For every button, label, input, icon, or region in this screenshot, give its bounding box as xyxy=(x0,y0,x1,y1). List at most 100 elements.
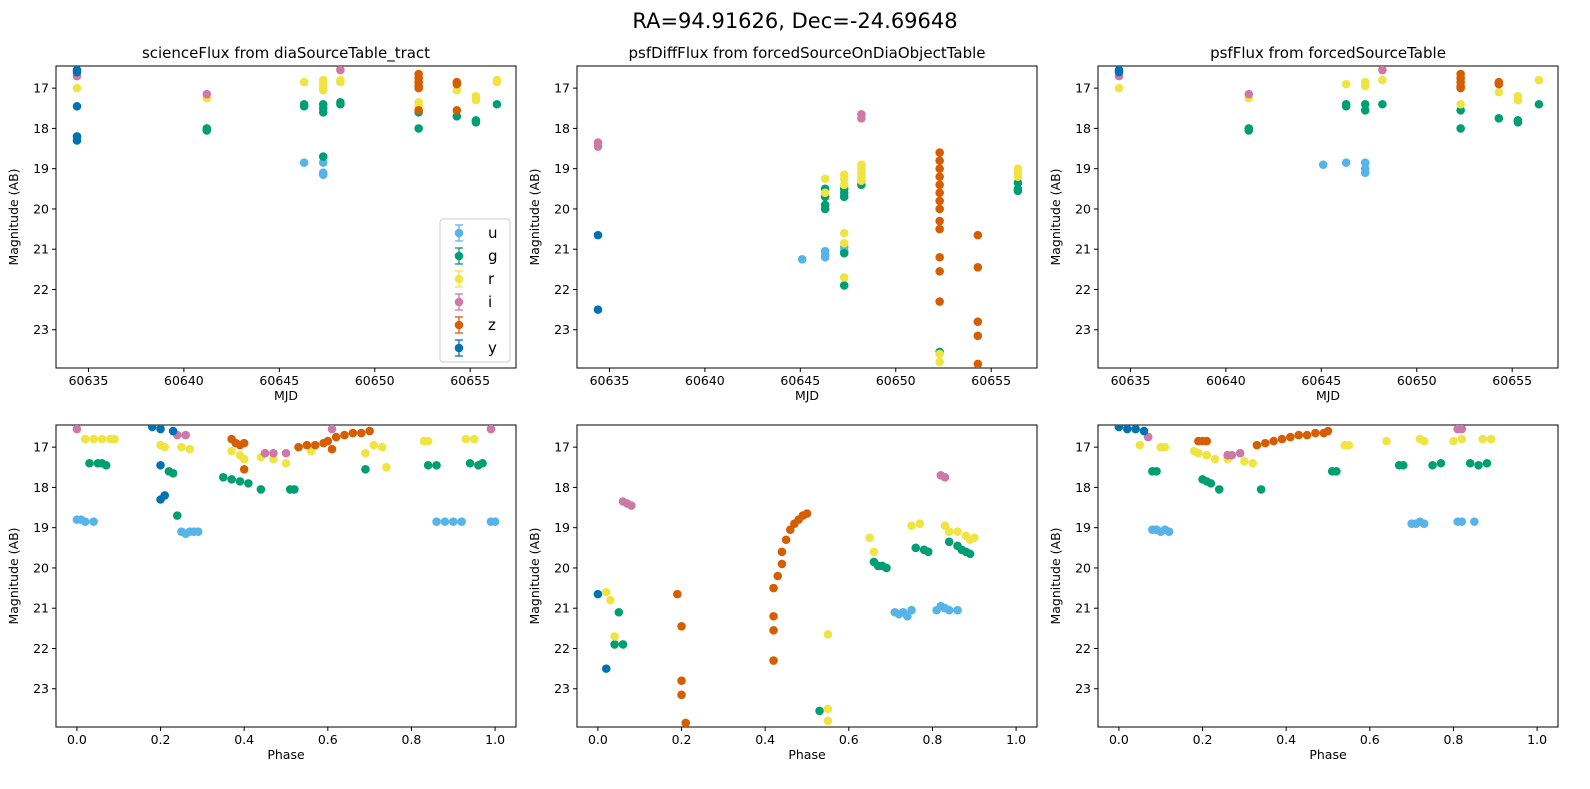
x-tick-label: 60655 xyxy=(971,373,1011,388)
data-point-u xyxy=(1360,158,1370,167)
data-point-z xyxy=(323,436,333,446)
data-point-r xyxy=(1456,99,1465,109)
legend-entry-z: z xyxy=(454,316,496,334)
data-point-g xyxy=(1256,485,1266,494)
data-point-r xyxy=(1114,83,1124,93)
data-point-g xyxy=(318,152,328,161)
data-point-g xyxy=(1436,458,1446,468)
data-point-i xyxy=(336,66,345,75)
data-point-z xyxy=(935,216,944,226)
data-point-i xyxy=(593,142,603,151)
x-tick-label: 0.6 xyxy=(839,732,859,747)
data-point-z xyxy=(769,611,778,621)
data-point-u xyxy=(944,605,954,615)
data-point-g xyxy=(336,99,345,109)
data-point-r xyxy=(839,174,849,184)
data-point-g xyxy=(1465,458,1475,468)
data-point-r xyxy=(89,434,98,444)
series-u xyxy=(72,515,500,539)
data-point-g xyxy=(1428,460,1437,470)
points-layer xyxy=(1114,66,1544,178)
data-point-r xyxy=(336,77,345,87)
data-point-z xyxy=(973,317,983,326)
data-point-z xyxy=(239,464,249,474)
y-tick-label: 17 xyxy=(1075,440,1091,455)
x-tick-label: 0.4 xyxy=(755,732,775,747)
data-point-u xyxy=(318,158,328,167)
data-point-r xyxy=(935,349,944,359)
y-tick-label: 22 xyxy=(554,641,570,656)
data-point-z xyxy=(1252,440,1262,450)
y-tick-label: 19 xyxy=(554,161,570,176)
points-layer xyxy=(593,471,979,727)
data-point-r xyxy=(361,448,370,458)
data-point-u xyxy=(89,517,98,526)
data-point-r xyxy=(239,454,249,464)
data-point-r xyxy=(72,83,82,93)
series-r xyxy=(80,434,479,472)
data-point-r xyxy=(160,442,170,452)
data-point-z xyxy=(1277,434,1287,444)
data-point-z xyxy=(1294,430,1304,440)
data-point-u xyxy=(1318,160,1328,169)
data-point-g xyxy=(235,477,245,486)
x-axis-label: Phase xyxy=(1309,747,1347,762)
y-tick-label: 22 xyxy=(1075,641,1091,656)
series-i xyxy=(618,471,950,510)
data-point-g xyxy=(1456,105,1465,115)
series-i xyxy=(1143,425,1467,460)
data-point-r xyxy=(1210,454,1220,464)
data-point-i xyxy=(327,425,337,434)
data-point-r xyxy=(1013,172,1023,182)
data-point-g xyxy=(101,460,111,470)
data-point-z xyxy=(935,180,944,190)
y-axis-label: Magnitude (AB) xyxy=(1048,168,1063,265)
x-tick-label: 60640 xyxy=(1206,373,1246,388)
series-z xyxy=(673,509,812,727)
data-point-g xyxy=(839,248,849,258)
data-point-r xyxy=(610,632,619,641)
data-point-r xyxy=(839,238,849,248)
data-point-r xyxy=(269,454,278,464)
data-point-y xyxy=(147,425,157,432)
data-point-r xyxy=(606,595,615,605)
y-tick-label: 18 xyxy=(33,121,49,136)
data-point-r xyxy=(969,533,979,543)
data-point-z xyxy=(935,188,944,198)
data-point-i xyxy=(202,89,212,99)
data-point-g xyxy=(290,485,299,494)
x-axis-label: MJD xyxy=(795,388,819,403)
y-axis-label: Magnitude (AB) xyxy=(527,168,542,265)
data-point-r xyxy=(492,77,502,87)
data-point-i xyxy=(486,425,496,434)
x-axis-label: Phase xyxy=(267,747,305,762)
data-point-z xyxy=(935,172,944,182)
data-point-z xyxy=(973,230,983,240)
data-point-g xyxy=(202,126,212,135)
y-tick-label: 21 xyxy=(33,242,49,257)
data-point-r xyxy=(369,440,379,450)
data-point-r xyxy=(839,273,849,282)
y-tick-label: 21 xyxy=(1075,242,1091,257)
data-point-r xyxy=(1135,440,1145,450)
data-point-r xyxy=(469,434,479,444)
data-point-g xyxy=(1152,467,1161,476)
data-point-g xyxy=(1341,101,1351,111)
data-point-r xyxy=(281,458,291,468)
data-point-z xyxy=(785,525,795,534)
series-y xyxy=(593,230,603,314)
series-z xyxy=(935,148,983,368)
y-axis-label: Magnitude (AB) xyxy=(527,527,542,624)
x-tick-label: 0.0 xyxy=(588,732,608,747)
panel-3: 0.0 0.2 0.4 0.6 0.8 1.0 17 18 19 20 21 22 23 Phase Mag… xyxy=(6,424,517,762)
data-point-z xyxy=(935,267,944,276)
y-tick-label: 23 xyxy=(554,681,570,696)
x-tick-label: 0.4 xyxy=(1276,732,1296,747)
data-point-y xyxy=(156,460,165,470)
x-tick-label: 60655 xyxy=(1492,373,1532,388)
x-tick-label: 0.6 xyxy=(318,732,338,747)
data-point-z xyxy=(1323,426,1333,436)
data-point-z xyxy=(769,656,778,665)
data-point-z xyxy=(973,263,983,272)
